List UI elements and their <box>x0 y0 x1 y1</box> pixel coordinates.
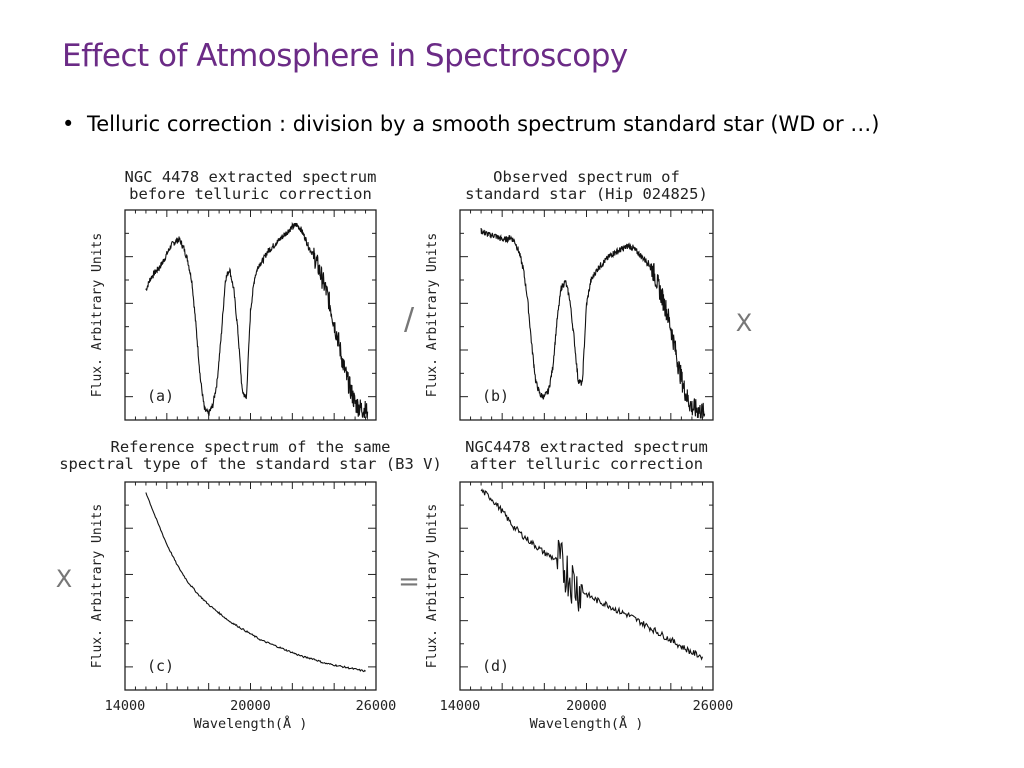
slide-title: Effect of Atmosphere in Spectroscopy <box>62 38 628 74</box>
x-tick-label: 14000 <box>440 698 481 714</box>
panel-letter-label: (d) <box>482 657 509 675</box>
spectrum-line <box>480 227 706 419</box>
x-tick-label: 20000 <box>566 698 607 714</box>
y-axis-label: Flux. Arbitrary Units <box>425 504 440 668</box>
equals-operator: = <box>398 567 420 597</box>
x-axis-label: Wavelength(Å ) <box>530 715 644 732</box>
spectrum-line <box>145 221 369 420</box>
spectrum-line <box>480 488 704 661</box>
bullet-marker: • <box>62 112 75 136</box>
y-axis-label: Flux. Arbitrary Units <box>425 233 440 397</box>
bullet-item: • Telluric correction : division by a smo… <box>62 112 880 136</box>
divide-operator: / <box>404 302 415 337</box>
y-axis-label: Flux. Arbitrary Units <box>90 504 105 668</box>
panel-title-line: NGC 4478 extracted spectrum <box>125 168 377 186</box>
panel-title-line: before telluric correction <box>129 185 372 203</box>
panel-letter-label: (b) <box>482 387 509 405</box>
panel-title-line: NGC4478 extracted spectrum <box>465 438 708 456</box>
panel-letter-label: (c) <box>147 657 174 675</box>
x-tick-label: 20000 <box>230 698 271 714</box>
panel-title-line: Reference spectrum of the same <box>111 438 391 456</box>
spectrum-line <box>145 492 366 673</box>
bullet-text: Telluric correction : division by a smoo… <box>87 112 880 136</box>
panel-title-line: after telluric correction <box>470 455 703 473</box>
panel-title-line: spectral type of the standard star (B3 V… <box>59 455 442 473</box>
panel-title-line: Observed spectrum of <box>493 168 680 186</box>
panel-letter-label: (a) <box>147 387 174 405</box>
multiply-operator: X <box>736 309 752 337</box>
multiply-operator: X <box>56 565 72 593</box>
x-tick-label: 26000 <box>356 698 397 714</box>
x-tick-label: 26000 <box>693 698 734 714</box>
x-axis-label: Wavelength(Å ) <box>194 715 308 732</box>
panel-title-line: standard star (Hip 024825) <box>465 185 708 203</box>
x-tick-label: 14000 <box>105 698 146 714</box>
y-axis-label: Flux. Arbitrary Units <box>90 233 105 397</box>
